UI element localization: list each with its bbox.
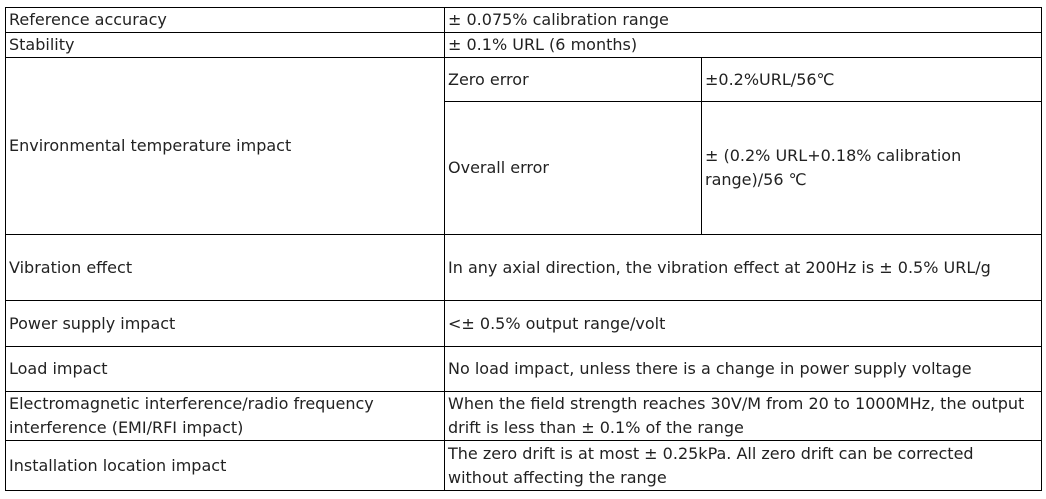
value-line: ± (0.2% URL+0.18% calibration [705,146,962,165]
row-value: <± 0.5% output range/volt [444,300,1042,347]
table-row: Environmental temperature impact Zero er… [5,57,1042,235]
label-line: interference (EMI/RFI impact) [9,418,244,437]
row-value: In any axial direction, the vibration ef… [444,234,1042,301]
value-line: without affecting the range [448,467,667,487]
row-label: Vibration effect [5,234,445,301]
row-value: When the field strength reaches 30V/M fr… [444,391,1042,441]
specification-table: Reference accuracy ± 0.075% calibration … [5,7,1042,491]
sub-row-value: ± (0.2% URL+0.18% calibration range)/56 … [701,101,1042,235]
table-row: Load impact No load impact, unless there… [5,346,1042,392]
row-value: ± 0.1% URL (6 months) [444,32,1042,58]
table-row: Vibration effect In any axial direction,… [5,234,1042,301]
row-label: Stability [5,32,445,58]
table-row: Overall error ± (0.2% URL+0.18% calibrat… [6,101,1042,235]
table-row: Reference accuracy ± 0.075% calibration … [5,7,1042,33]
sub-row-label: Overall error [444,101,702,235]
row-value: ± 0.075% calibration range [444,7,1042,33]
value-line: drift is less than ± 0.1% of the range [448,418,744,437]
value-line: range)/56 ℃ [705,170,807,189]
row-value: No load impact, unless there is a change… [444,346,1042,392]
table-row: Electromagnetic interference/radio frequ… [5,391,1042,441]
row-value: The zero drift is at most ± 0.25kPa. All… [444,440,1042,491]
table-row: Power supply impact <± 0.5% output range… [5,300,1042,347]
table-row: Stability ± 0.1% URL (6 months) [5,32,1042,58]
row-label: Reference accuracy [5,7,445,33]
table-row: Installation location impact The zero dr… [5,440,1042,491]
label-line: Electromagnetic interference/radio frequ… [9,394,374,413]
sub-row-label: Zero error [444,57,702,102]
value-line: The zero drift is at most ± 0.25kPa. All… [448,443,974,463]
value-line: When the field strength reaches 30V/M fr… [448,394,1025,413]
row-label: Power supply impact [5,300,445,347]
row-label: Installation location impact [5,440,445,491]
sub-row-value: ±0.2%URL/56℃ [701,57,1042,102]
row-label: Load impact [5,346,445,392]
row-label: Electromagnetic interference/radio frequ… [5,391,445,441]
row-label: Environmental temperature impact [5,57,445,235]
